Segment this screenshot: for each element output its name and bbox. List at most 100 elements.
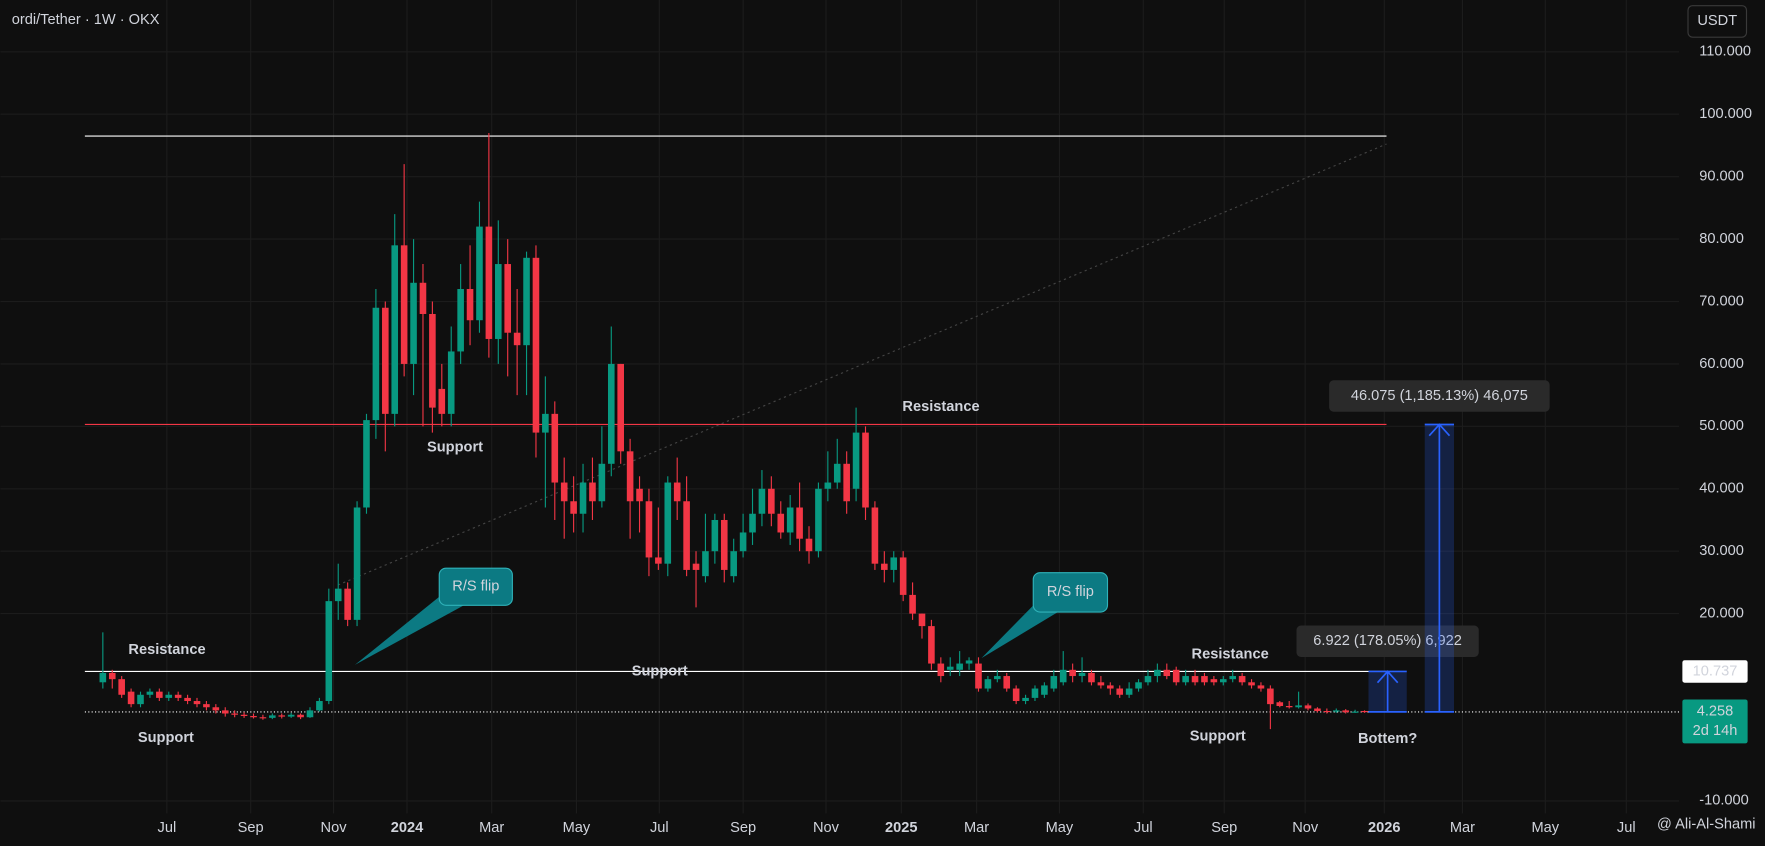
candle-body [316, 701, 323, 711]
measure-label: 46.075 (1,185.13%) 46,075 [1351, 388, 1528, 404]
candle-body [1163, 669, 1171, 677]
candle-body [1107, 685, 1114, 689]
candle-body [598, 463, 606, 502]
candle-body [890, 557, 898, 570]
y-tick-label: 30.000 [1699, 543, 1744, 559]
x-tick-label: Sep [730, 820, 756, 836]
candle-body [589, 482, 596, 502]
countdown: 2d 14h [1693, 723, 1738, 739]
y-tick-label: 40.000 [1699, 481, 1744, 497]
candle-body [1003, 676, 1011, 689]
x-tick-label: Nov [321, 820, 348, 836]
candle-body [504, 264, 512, 333]
candle-body [400, 245, 408, 364]
annotation: Bottem? [1358, 731, 1417, 747]
candle-body [768, 488, 775, 514]
candle-body [344, 588, 351, 620]
candle-body [720, 519, 728, 570]
candle-body [899, 557, 907, 595]
x-tick-label: Jul [158, 820, 177, 836]
x-tick-label: 2026 [1368, 820, 1401, 836]
candle-body [1031, 688, 1039, 698]
candle-body [372, 307, 380, 421]
candle-body [749, 513, 756, 533]
candle-body [1116, 688, 1124, 695]
candle-body [1210, 679, 1218, 683]
candle-body [513, 332, 521, 346]
annotation: Resistance [902, 399, 979, 415]
candle-body [1229, 676, 1237, 680]
measure-label-box [1296, 625, 1479, 657]
candle-body [1276, 702, 1284, 707]
y-tick-label: -10.000 [1699, 793, 1749, 809]
candle-body [871, 507, 879, 564]
candle-body [758, 488, 766, 514]
candle-body [617, 363, 624, 452]
candle-body [805, 538, 813, 552]
y-tick-label: 70.000 [1699, 293, 1744, 309]
x-tick-label: Sep [238, 820, 264, 836]
candle-body [1238, 676, 1246, 683]
candle-body [673, 482, 681, 502]
candle-body [118, 679, 125, 695]
candle-body [975, 663, 982, 689]
candle-body [796, 507, 803, 539]
candle-body [127, 691, 135, 705]
x-tick-label: Mar [1450, 820, 1475, 836]
x-tick-label: 2024 [391, 820, 424, 836]
annotation: Resistance [1192, 647, 1269, 663]
candle-body [410, 282, 417, 364]
candle-body [457, 289, 464, 352]
candle-body [146, 691, 154, 695]
currency-box[interactable] [1687, 5, 1748, 38]
candle-body [1144, 676, 1152, 683]
candle-body [956, 663, 963, 670]
callout-label: R/S flip [452, 579, 499, 595]
measure-label: 6.922 (178.05%) 6,922 [1313, 633, 1462, 649]
candle-body [1041, 685, 1048, 695]
last-price-box [1682, 699, 1748, 744]
candle-body [523, 257, 530, 346]
candle-body [1125, 688, 1133, 695]
candle-body [193, 701, 201, 705]
watermark: @ Ali-Al-Shami [1657, 816, 1755, 832]
annotation: Support [1190, 729, 1246, 745]
candle-body [542, 413, 549, 433]
x-tick-label: Sep [1211, 820, 1237, 836]
candle-body [984, 679, 992, 689]
price-label: 10.737 [1693, 663, 1738, 679]
candle-body [579, 482, 587, 514]
candle-body [306, 710, 314, 718]
candle-body [918, 613, 926, 627]
x-tick-label: 2025 [885, 820, 918, 836]
candle-body [325, 601, 333, 702]
candle-body [287, 714, 295, 717]
callout-box [1032, 572, 1109, 613]
candle-body [862, 432, 869, 508]
candle-body [297, 714, 304, 718]
plot: 6.922 (178.05%) 6,922 46.075 (1,185.13%) … [84, 132, 1679, 747]
candle-body [1295, 705, 1302, 708]
x-tick-label: Nov [1292, 820, 1319, 836]
x-tick-label: May [563, 820, 591, 836]
candle-body [560, 482, 568, 502]
candle-body [824, 482, 832, 489]
candle-body [1314, 708, 1321, 712]
candle-body [438, 388, 446, 414]
candle-body [485, 226, 493, 339]
candle-body [664, 482, 672, 564]
annotation: Support [632, 663, 688, 679]
candle-body [447, 351, 455, 414]
candle-body [156, 691, 163, 698]
candle-body [777, 513, 785, 533]
candle-body [702, 551, 709, 577]
y-tick-label: 110.000 [1699, 44, 1751, 60]
last-price: 4.258 [1697, 704, 1734, 720]
candle-body [1135, 682, 1142, 689]
candle-body [1219, 679, 1227, 683]
candle-body [946, 666, 954, 670]
candle-body [221, 710, 229, 714]
annotation: Resistance [128, 642, 205, 658]
